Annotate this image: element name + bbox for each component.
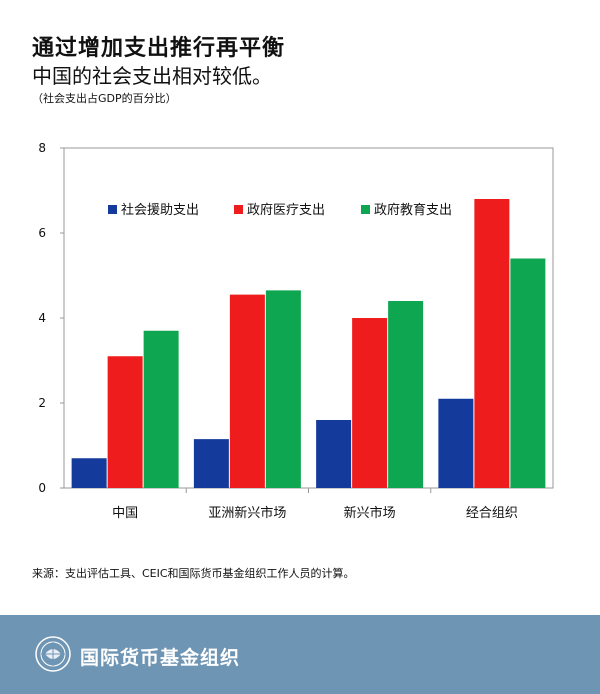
y-tick-label: 2: [38, 396, 46, 410]
bar: [388, 301, 424, 488]
bar-chart: 0 2 4 6 8 中国 亚洲新兴市场 新兴市场 经合组织 社会援助支出 政府医疗支出 政府教育支…: [38, 141, 554, 521]
chart-subtitle: 中国的社会支出相对较低。: [32, 64, 272, 88]
x-tick-label: 经合组织: [466, 506, 518, 521]
legend-swatch: [234, 205, 243, 214]
bar: [229, 294, 265, 488]
bar: [352, 318, 388, 488]
org-name: 国际货币基金组织: [80, 647, 241, 669]
x-tick-label: 亚洲新兴市场: [208, 505, 286, 521]
legend-label: 政府医疗支出: [247, 203, 325, 218]
legend-label: 社会援助支出: [121, 202, 199, 218]
y-tick-label: 0: [38, 481, 46, 495]
y-tick-label: 4: [38, 311, 46, 325]
bar: [510, 258, 546, 488]
x-tick-label: 新兴市场: [344, 505, 396, 521]
footer-bar: 国际货币基金组织: [0, 615, 600, 694]
y-axis: 0 2 4 6 8: [38, 141, 64, 495]
legend: 社会援助支出 政府医疗支出 政府教育支出: [108, 202, 452, 218]
legend-swatch: [108, 205, 117, 214]
bar: [143, 330, 179, 488]
bar: [438, 398, 474, 488]
bar: [193, 439, 229, 488]
legend-label: 政府教育支出: [374, 202, 452, 218]
bar: [316, 420, 352, 488]
x-tick-label: 中国: [112, 506, 138, 521]
unit-note: （社会支出占GDP的百分比）: [32, 92, 177, 105]
y-tick-label: 8: [38, 141, 46, 155]
bar: [474, 199, 510, 488]
imf-seal-icon: [35, 636, 71, 672]
source-note: 来源：支出评估工具、CEIC和国际货币基金组织工作人员的计算。: [32, 567, 355, 580]
bar: [265, 290, 301, 488]
bars-group: [71, 199, 546, 488]
y-tick-label: 6: [38, 226, 46, 240]
chart-title: 通过增加支出推行再平衡: [32, 36, 286, 61]
x-axis: 中国 亚洲新兴市场 新兴市场 经合组织: [112, 488, 518, 521]
bar: [107, 356, 143, 488]
bar: [71, 458, 107, 488]
legend-swatch: [361, 205, 370, 214]
